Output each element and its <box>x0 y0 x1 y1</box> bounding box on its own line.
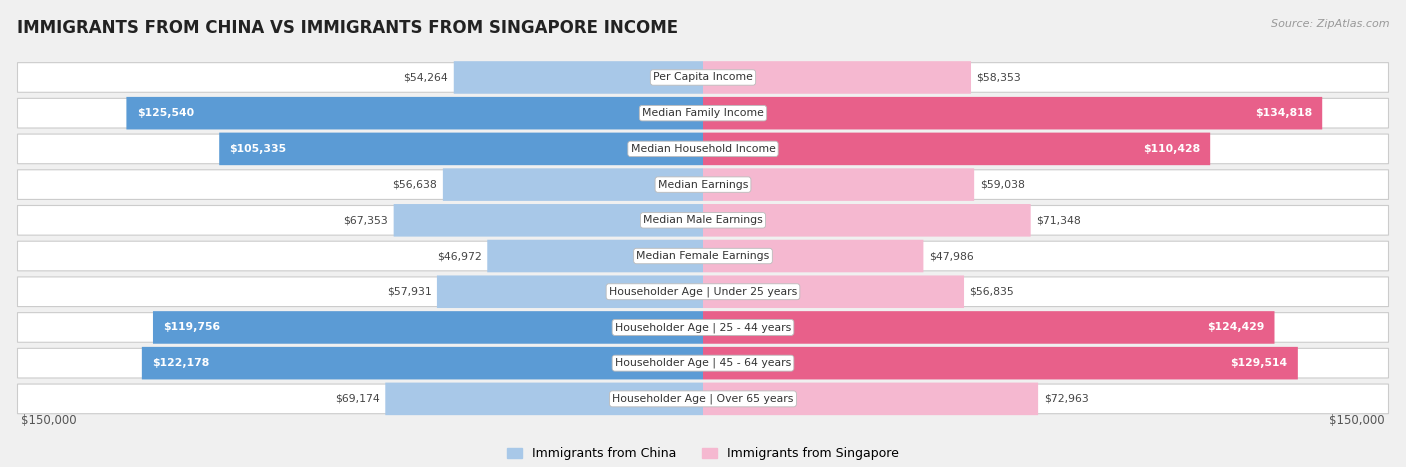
Text: $125,540: $125,540 <box>136 108 194 118</box>
FancyBboxPatch shape <box>17 205 1389 235</box>
Text: Householder Age | Under 25 years: Householder Age | Under 25 years <box>609 286 797 297</box>
Text: Householder Age | Over 65 years: Householder Age | Over 65 years <box>612 394 794 404</box>
Text: Median Male Earnings: Median Male Earnings <box>643 215 763 225</box>
FancyBboxPatch shape <box>142 347 703 380</box>
FancyBboxPatch shape <box>17 312 1389 342</box>
FancyBboxPatch shape <box>454 61 703 94</box>
Text: $67,353: $67,353 <box>343 215 388 225</box>
FancyBboxPatch shape <box>703 133 1211 165</box>
Text: $129,514: $129,514 <box>1230 358 1288 368</box>
Text: $110,428: $110,428 <box>1143 144 1199 154</box>
Text: $122,178: $122,178 <box>152 358 209 368</box>
Text: $150,000: $150,000 <box>21 414 76 427</box>
Text: $56,835: $56,835 <box>970 287 1014 297</box>
FancyBboxPatch shape <box>703 204 1031 237</box>
Text: $56,638: $56,638 <box>392 180 437 190</box>
FancyBboxPatch shape <box>127 97 703 129</box>
Text: Householder Age | 25 - 44 years: Householder Age | 25 - 44 years <box>614 322 792 333</box>
FancyBboxPatch shape <box>385 382 703 415</box>
FancyBboxPatch shape <box>17 277 1389 306</box>
FancyBboxPatch shape <box>17 241 1389 271</box>
Text: $57,931: $57,931 <box>387 287 432 297</box>
Text: $119,756: $119,756 <box>163 322 221 333</box>
Text: $46,972: $46,972 <box>437 251 482 261</box>
FancyBboxPatch shape <box>703 168 974 201</box>
Text: IMMIGRANTS FROM CHINA VS IMMIGRANTS FROM SINGAPORE INCOME: IMMIGRANTS FROM CHINA VS IMMIGRANTS FROM… <box>17 19 678 37</box>
Text: Median Female Earnings: Median Female Earnings <box>637 251 769 261</box>
Text: $59,038: $59,038 <box>980 180 1025 190</box>
FancyBboxPatch shape <box>703 382 1038 415</box>
FancyBboxPatch shape <box>17 99 1389 128</box>
Text: $124,429: $124,429 <box>1206 322 1264 333</box>
Legend: Immigrants from China, Immigrants from Singapore: Immigrants from China, Immigrants from S… <box>502 442 904 465</box>
FancyBboxPatch shape <box>703 311 1274 344</box>
FancyBboxPatch shape <box>703 97 1322 129</box>
FancyBboxPatch shape <box>17 134 1389 164</box>
FancyBboxPatch shape <box>488 240 703 272</box>
FancyBboxPatch shape <box>153 311 703 344</box>
FancyBboxPatch shape <box>443 168 703 201</box>
FancyBboxPatch shape <box>17 63 1389 92</box>
Text: Median Family Income: Median Family Income <box>643 108 763 118</box>
FancyBboxPatch shape <box>394 204 703 237</box>
Text: $47,986: $47,986 <box>929 251 974 261</box>
Text: $150,000: $150,000 <box>1330 414 1385 427</box>
Text: $105,335: $105,335 <box>229 144 287 154</box>
Text: $71,348: $71,348 <box>1036 215 1081 225</box>
FancyBboxPatch shape <box>17 384 1389 414</box>
FancyBboxPatch shape <box>17 170 1389 199</box>
Text: $58,353: $58,353 <box>977 72 1021 83</box>
FancyBboxPatch shape <box>703 347 1298 380</box>
FancyBboxPatch shape <box>703 61 972 94</box>
FancyBboxPatch shape <box>219 133 703 165</box>
FancyBboxPatch shape <box>17 348 1389 378</box>
Text: Householder Age | 45 - 64 years: Householder Age | 45 - 64 years <box>614 358 792 368</box>
Text: $134,818: $134,818 <box>1254 108 1312 118</box>
Text: Source: ZipAtlas.com: Source: ZipAtlas.com <box>1271 19 1389 28</box>
Text: Per Capita Income: Per Capita Income <box>652 72 754 83</box>
FancyBboxPatch shape <box>437 276 703 308</box>
FancyBboxPatch shape <box>703 240 924 272</box>
Text: $69,174: $69,174 <box>335 394 380 404</box>
FancyBboxPatch shape <box>703 276 965 308</box>
Text: Median Household Income: Median Household Income <box>630 144 776 154</box>
Text: $72,963: $72,963 <box>1043 394 1088 404</box>
Text: $54,264: $54,264 <box>404 72 449 83</box>
Text: Median Earnings: Median Earnings <box>658 180 748 190</box>
